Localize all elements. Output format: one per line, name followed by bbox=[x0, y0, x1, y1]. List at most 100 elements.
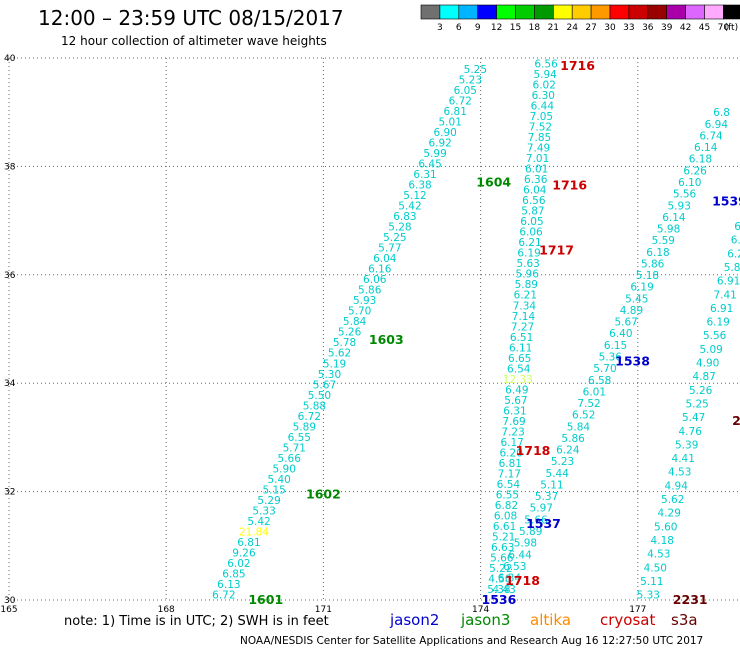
swh-value: 6.72 bbox=[449, 95, 472, 107]
chart-title: 12:00 – 23:59 UTC 08/15/2017 bbox=[38, 6, 344, 30]
mission-legend-s3a: s3a bbox=[671, 611, 698, 629]
swh-value: 6.18 bbox=[646, 247, 669, 259]
swh-value: 6.1 bbox=[734, 221, 740, 233]
swh-value: 5.99 bbox=[423, 148, 446, 160]
swh-value: 5.50 bbox=[308, 390, 331, 402]
pass-label: 1604 bbox=[476, 175, 511, 190]
swh-value: 7.52 bbox=[529, 122, 552, 134]
mission-legend-altika: altika bbox=[530, 611, 571, 629]
swh-value: 6.81 bbox=[444, 106, 467, 118]
swh-value: 6.21 bbox=[514, 290, 537, 302]
swh-value: 5.21 bbox=[492, 532, 515, 544]
swh-value: 5.09 bbox=[699, 344, 722, 356]
colorbar-swatch bbox=[628, 4, 649, 20]
swh-value: 6.56 bbox=[522, 195, 546, 207]
mission-legend-jason2: jason2 bbox=[389, 611, 439, 629]
swh-value: 5.89 bbox=[293, 421, 316, 433]
swh-value: 7.85 bbox=[528, 132, 551, 144]
colorbar-tick: 21 bbox=[548, 23, 559, 33]
swh-value: 6.06 bbox=[363, 274, 387, 286]
swh-value: 6.85 bbox=[222, 569, 245, 581]
swh-value: 6.63 bbox=[491, 542, 514, 554]
colorbar-swatch bbox=[609, 4, 630, 20]
swh-value: 5.29 bbox=[257, 495, 280, 507]
swh-value: 4.87 bbox=[692, 371, 715, 383]
swh-value: 6.91 bbox=[717, 276, 740, 288]
pass-labels: 1601 1602 1603 1604 1716 1716 1717 1718 1718 1536… bbox=[248, 58, 740, 607]
swh-value: 6.91 bbox=[710, 303, 733, 315]
y-tick-label: 34 bbox=[4, 379, 16, 389]
swh-value: 5.62 bbox=[328, 348, 351, 360]
colorbar-swatch bbox=[552, 4, 573, 20]
swh-value: 6.11 bbox=[509, 342, 532, 354]
swh-value: 5.38 bbox=[487, 584, 510, 596]
swh-value: 5.25 bbox=[464, 64, 487, 76]
swh-value: 6.06 bbox=[519, 227, 543, 239]
swh-value: 5.67 bbox=[614, 317, 637, 329]
pass-label: 1717 bbox=[539, 242, 574, 257]
colorbar-swatch bbox=[420, 4, 441, 20]
swh-value: 7.69 bbox=[502, 416, 525, 428]
swh-value: 6.55 bbox=[288, 432, 311, 444]
swh-value: 7.14 bbox=[512, 311, 536, 323]
swh-value: 7.01 bbox=[526, 153, 549, 165]
swh-value: 6.02 bbox=[227, 558, 250, 570]
swh-value: 6.2 bbox=[727, 248, 740, 260]
swh-value: 5.86 bbox=[641, 258, 665, 270]
swh-value: 6.65 bbox=[508, 353, 531, 365]
colorbar-tick: 30 bbox=[604, 23, 616, 33]
swh-value: 5.33 bbox=[637, 590, 660, 602]
swh-value: 6.05 bbox=[520, 216, 543, 228]
swh-value: 6.20 bbox=[500, 447, 523, 459]
swh-value: 5.94 bbox=[533, 69, 557, 81]
swh-value: 4.53 bbox=[668, 467, 691, 479]
swh-value: 6.19 bbox=[630, 282, 653, 294]
colorbar-swatch bbox=[496, 4, 516, 20]
swh-value: 5.45 bbox=[625, 293, 648, 305]
swh-value: 6.14 bbox=[694, 142, 718, 154]
swh-value: 7.27 bbox=[511, 321, 534, 333]
pass-label: 1603 bbox=[369, 332, 404, 347]
swh-value: 5.47 bbox=[682, 412, 705, 424]
swh-value: 6.34 bbox=[498, 573, 522, 585]
swh-value: 7.34 bbox=[513, 300, 537, 312]
footnote: note: 1) Time is in UTC; 2) SWH is in fe… bbox=[64, 614, 329, 629]
mission-legend-jason3: jason3 bbox=[460, 611, 510, 629]
pass-label: 1716 bbox=[560, 58, 595, 73]
swh-value: 5.88 bbox=[303, 400, 326, 412]
axis-ticks: 165 168 171 174 177 30 32 34 36 38 40 bbox=[0, 54, 646, 615]
swh-value: 5.63 bbox=[516, 258, 539, 270]
swh-value: 5.66 bbox=[524, 514, 548, 526]
swh-value: 6.92 bbox=[428, 137, 451, 149]
pass-label: 1718 bbox=[505, 573, 540, 588]
swh-value: 6.01 bbox=[583, 386, 606, 398]
swh-value: 5.11 bbox=[540, 479, 563, 491]
colorbar-swatch bbox=[439, 4, 460, 20]
swh-value: 6.13 bbox=[217, 579, 240, 591]
swh-value: 5.8 bbox=[724, 262, 740, 274]
swh-value: 6.72 bbox=[212, 590, 235, 602]
swh-value: 5.78 bbox=[333, 337, 356, 349]
swh-value: 6.31 bbox=[503, 405, 526, 417]
swh-value: 4.89 bbox=[620, 305, 643, 317]
swh-value: 6.90 bbox=[433, 127, 456, 139]
swh-value: 6.82 bbox=[495, 500, 518, 512]
swh-value: 6.40 bbox=[609, 328, 632, 340]
chart-subtitle: 12 hour collection of altimeter wave hei… bbox=[61, 34, 327, 48]
swh-value: 5.71 bbox=[283, 442, 306, 454]
pass-label: 2231 bbox=[673, 592, 708, 607]
swh-value: 5.11 bbox=[640, 576, 663, 588]
swh-value: 5.89 bbox=[515, 279, 538, 291]
swh-value: 4.90 bbox=[696, 358, 719, 370]
mission-legend: jason2 jason3 altika cryosat s3a bbox=[389, 611, 698, 629]
colorbar-tick: 18 bbox=[529, 23, 541, 33]
pass-label: 223 bbox=[732, 413, 740, 428]
swh-value: 5.59 bbox=[652, 235, 675, 247]
swh-value: 6.58 bbox=[588, 375, 611, 387]
swh-value: 5.28 bbox=[388, 222, 411, 234]
swh-value: 5.40 bbox=[267, 474, 290, 486]
swh-value: 6.74 bbox=[699, 130, 723, 142]
swh-value: 4.50 bbox=[644, 562, 667, 574]
swh-value: 6.31 bbox=[413, 169, 436, 181]
swh-value: 6.94 bbox=[705, 119, 729, 131]
